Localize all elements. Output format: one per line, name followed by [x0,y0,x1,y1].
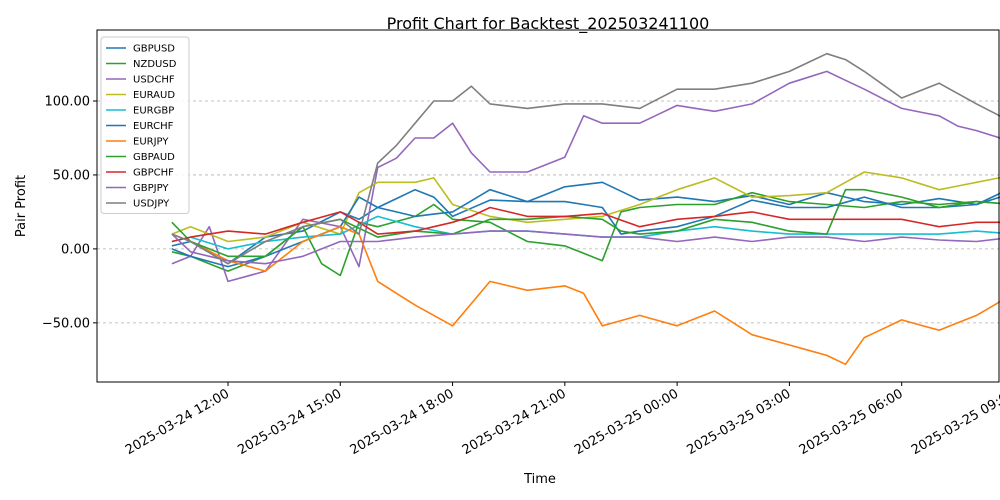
legend-label: GBPCHF [133,168,174,179]
series-line-gbpjpy [171,230,1000,265]
series-line-eurjpy [171,225,1000,366]
legend: GBPUSD NZDUSD USDCHF EURAUD EURGBP EURCHF EURJ… [100,36,190,214]
series-line-gbpchf [171,206,1000,243]
legend-label: EURGBP [133,106,174,117]
grid-layer [97,100,999,324]
legend-label: USDCHF [133,75,175,86]
legend-box [100,36,190,214]
chart-title: Profit Chart for Backtest_202503241100 [387,14,710,34]
y-tick-label: 100.00 [45,94,91,109]
series-line-usdjpy [171,52,1000,265]
legend-label: USDJPY [133,199,170,210]
legend-label: NZDUSD [133,59,177,70]
legend-label: EURCHF [133,121,174,132]
legend-label: GBPJPY [133,183,169,194]
legend-label: EURJPY [133,137,169,148]
series-line-euraud [171,171,1000,243]
y-axis-label: Pair Profit [14,175,29,237]
y-tick-label: 0.00 [61,242,90,257]
series-layer [171,52,1000,366]
legend-label: GBPAUD [133,152,175,163]
legend-label: GBPUSD [133,44,175,55]
y-tick-label: 50.00 [53,168,90,183]
plot-frame [96,29,1000,383]
legend-label: EURAUD [133,90,175,101]
series-line-usdchf [171,70,1000,283]
x-axis-label: Time [523,472,556,487]
y-axis: 100.00 50.00 0.00 −50.00 [42,94,97,331]
y-tick-label: −50.00 [42,316,90,331]
